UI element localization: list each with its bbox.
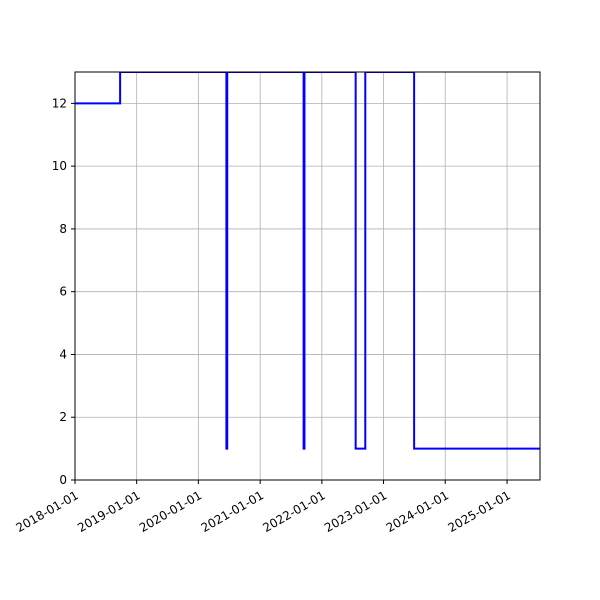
x-tick-label: 2025-01-01 [446,488,513,535]
y-tick-label: 8 [59,222,67,236]
y-axis: 0 2 4 6 8 10 12 [52,96,75,487]
x-axis: 2018-01-012019-01-012020-01-012021-01-01… [13,480,513,535]
x-tick-label: 2022-01-01 [260,488,327,535]
y-tick-label: 2 [59,410,67,424]
grid [74,72,540,481]
series-line-0 [75,72,540,450]
y-tick-label: 6 [59,285,67,299]
y-tick-label: 12 [52,96,67,110]
y-tick-label: 0 [59,473,67,487]
y-tick-label: 10 [52,159,67,173]
plot-area-frame [74,71,541,481]
x-tick-label: 2024-01-01 [384,488,451,535]
x-tick-label: 2021-01-01 [199,488,266,535]
x-tick-label: 2023-01-01 [322,488,389,535]
series-layer [75,72,540,450]
y-tick-label: 4 [59,347,67,361]
x-tick-label: 2019-01-01 [75,488,142,535]
x-tick-label: 2020-01-01 [137,488,204,535]
x-tick-label: 2018-01-01 [13,488,80,535]
